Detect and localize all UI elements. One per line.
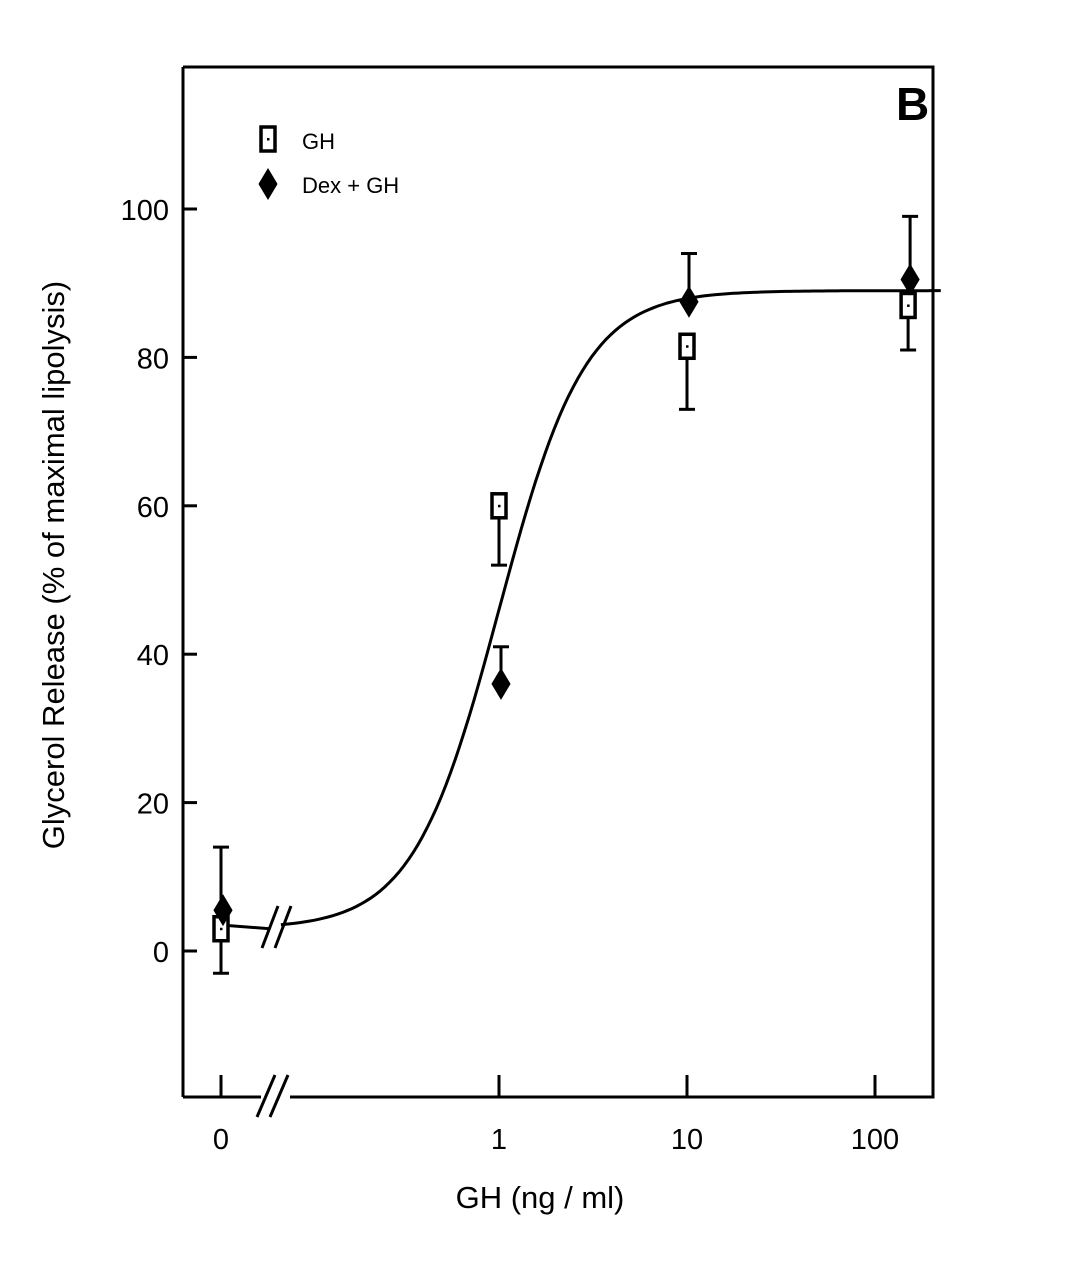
x-tick-label: 0 [213, 1124, 229, 1156]
curve-break-slash [273, 905, 293, 949]
y-tick-label: 0 [153, 937, 169, 969]
legend-symbol-gh [259, 125, 277, 153]
marker-dex-gh [900, 263, 920, 296]
x-axis-title: GH (ng / ml) [456, 1180, 625, 1215]
x-tick-label: 1 [491, 1124, 507, 1156]
marker-dex-gh [491, 667, 511, 700]
legend-label-dex-gh: Dex + GH [302, 173, 399, 198]
axis-break-marks [255, 905, 293, 1118]
fit-curve-line [280, 289, 941, 927]
legend-diamond [258, 168, 278, 200]
y-tick-label: 40 [137, 640, 169, 672]
legend-symbol-dex-gh [258, 168, 278, 200]
fit-curve [220, 289, 941, 931]
panel-label: B [896, 78, 929, 130]
marker-dex-gh [213, 894, 233, 927]
y-tick-label: 20 [137, 789, 169, 821]
marker-gh-dot [220, 927, 223, 931]
curve-break-slash [260, 905, 280, 949]
x-axis-break-slash [268, 1074, 290, 1118]
marker-dex-gh [679, 285, 699, 318]
y-tick-label: 60 [137, 492, 169, 524]
error-bars [213, 214, 919, 975]
x-tick-label: 100 [851, 1124, 899, 1156]
legend: GH Dex + GH [258, 125, 399, 200]
y-axis-ticks: 0 20 40 60 80 100 [121, 195, 197, 969]
plot-border [183, 65, 935, 1099]
x-axis-ticks: 0 1 10 100 [213, 1075, 899, 1156]
x-tick-label: 10 [671, 1124, 703, 1156]
y-tick-label: 80 [137, 343, 169, 375]
marker-gh-dot [686, 345, 689, 348]
y-axis-title: Glycerol Release (% of maximal lipolysis… [36, 281, 71, 850]
x-axis-break-slash [255, 1074, 277, 1118]
marker-gh-dot [498, 504, 501, 508]
data-markers [212, 263, 920, 943]
plot-frame [181, 65, 935, 1099]
legend-square-dot [267, 138, 270, 141]
marker-gh-dot [907, 304, 910, 307]
legend-label-gh: GH [302, 129, 335, 154]
y-tick-label: 100 [121, 195, 169, 227]
